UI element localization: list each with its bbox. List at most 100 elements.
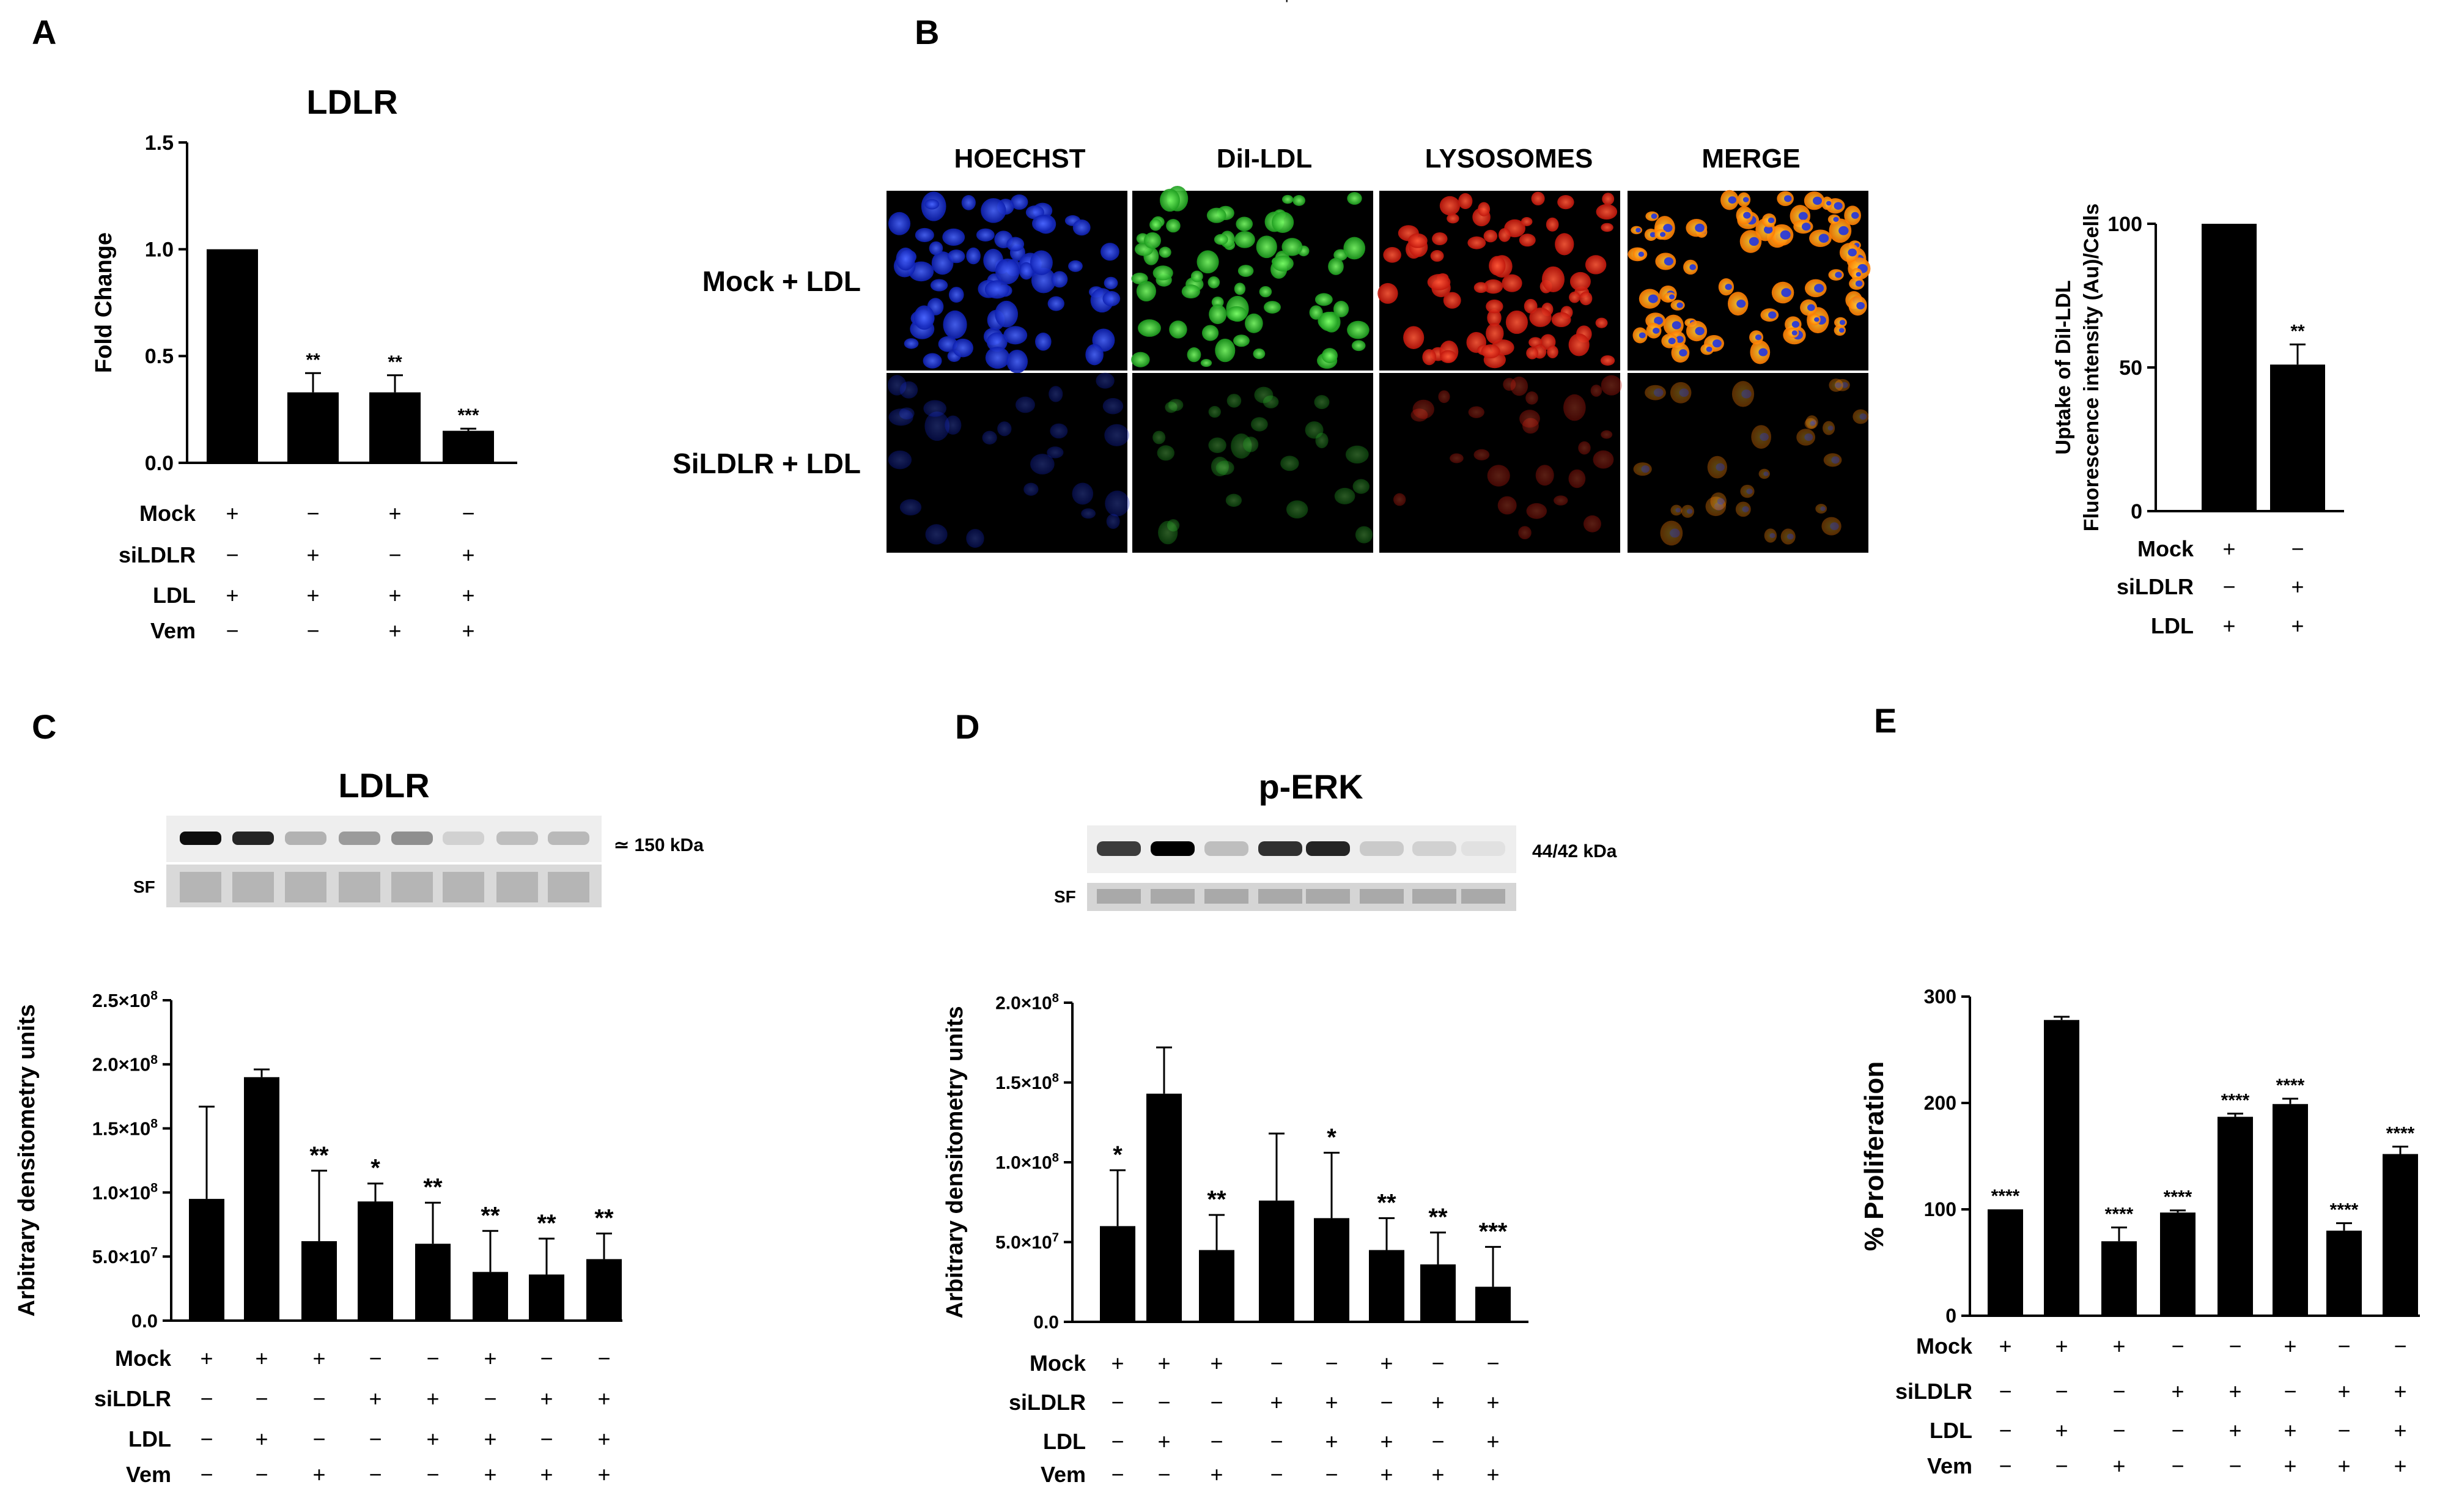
chart-d-significance: **	[1207, 1186, 1226, 1213]
micro-cell	[1443, 292, 1461, 309]
blot-perk-band	[1258, 841, 1302, 856]
chart-e-ylabel: % Proliferation	[1859, 1061, 1889, 1252]
micro-cell	[1160, 188, 1180, 212]
chart-c-bar	[244, 1077, 279, 1321]
micro-cell	[1233, 334, 1250, 347]
micro-cell	[1166, 219, 1181, 233]
chart-d-significance: **	[1428, 1204, 1448, 1231]
blot-perk-band	[1204, 841, 1248, 856]
micro-nucleus	[1764, 226, 1773, 234]
micro-nucleus	[1743, 212, 1751, 219]
chart-d-condition-sign: +	[1380, 1429, 1393, 1454]
chart-b-condition-sign: −	[2291, 536, 2304, 561]
micro-nucleus	[1791, 330, 1797, 336]
panel-label-a: A	[32, 13, 56, 51]
micro-nucleus	[1856, 301, 1865, 309]
micro-cell	[904, 338, 919, 349]
micro-cell	[1780, 528, 1796, 545]
chart-d-significance: *	[1113, 1141, 1123, 1168]
micro-cell	[981, 198, 1006, 223]
micro-cell	[1049, 386, 1063, 402]
micro-nucleus	[1638, 251, 1645, 257]
micro-cell	[1578, 441, 1591, 455]
micro-cell	[1006, 349, 1028, 374]
micro-cell	[1196, 250, 1219, 274]
chart-b-condition-label: Mock	[2137, 536, 2194, 561]
micro-nucleus	[1818, 234, 1829, 243]
micro-cell	[1136, 281, 1156, 302]
micro-cell	[1157, 445, 1174, 461]
micro-cell	[1633, 462, 1652, 476]
micro-nucleus	[1676, 302, 1683, 308]
micro-nucleus	[1686, 509, 1693, 514]
chart-c-ylabel: Arbitrary densitometry units	[14, 1005, 40, 1317]
chart-e-bar	[2218, 1116, 2253, 1316]
chart-e-condition-sign: +	[2112, 1333, 2125, 1359]
micro-cell	[1023, 482, 1039, 496]
blot-ldlr-loading-band	[339, 872, 380, 902]
micro-nucleus	[1668, 294, 1675, 300]
chart-d-perk-densitometry: p-ERK 0.0 5.0×107 1.0×108 1.5×108 2.0×108 Arbi…	[942, 0, 1528, 1487]
micro-cell	[1068, 260, 1083, 272]
micro-cell	[1030, 250, 1053, 275]
chart-a-condition-label: Mock	[139, 501, 196, 526]
chart-d-condition-sign: +	[1486, 1462, 1499, 1487]
micro-cell	[1595, 317, 1608, 328]
micro-nucleus	[1717, 498, 1725, 505]
chart-c-condition-label: siLDLR	[94, 1386, 171, 1411]
chart-d-significance: *	[1327, 1124, 1336, 1151]
microscopy-grid: HOECHST DiI-LDL LYSOSOMES MERGE Mock + L…	[673, 144, 1871, 553]
chart-e-condition-sign: +	[2284, 1418, 2296, 1443]
micro-cell	[1159, 246, 1171, 258]
chart-c-ytick-label: 1.5×108	[92, 1117, 158, 1140]
chart-d-condition-sign: −	[1325, 1462, 1338, 1487]
chart-e-condition-sign: +	[2394, 1453, 2406, 1478]
blot-perk-band	[1097, 841, 1141, 856]
chart-e-condition-sign: −	[2394, 1333, 2406, 1359]
chart-c-title: LDLR	[384, 0, 410, 2]
chart-a-bar	[369, 392, 421, 463]
micro-nucleus	[1851, 212, 1859, 219]
chart-d-condition-label: Vem	[1041, 1462, 1086, 1487]
chart-c-condition-sign: +	[540, 1462, 553, 1487]
panel-label-d: D	[955, 707, 979, 746]
chart-a-condition-sign: +	[226, 583, 238, 608]
micro-cell	[1152, 265, 1173, 281]
micro-cell	[1563, 394, 1586, 421]
chart-e-condition-sign: −	[1999, 1453, 2011, 1478]
chart-c-condition-sign: +	[312, 1462, 325, 1487]
chart-e-condition-sign: +	[2229, 1379, 2241, 1404]
micro-cell	[1521, 217, 1533, 226]
blot-ldlr-band	[391, 832, 433, 845]
micro-cell	[1333, 249, 1348, 261]
micro-cell	[1237, 265, 1254, 277]
micro-nucleus	[1675, 507, 1681, 513]
micro-nucleus	[1742, 506, 1749, 512]
chart-d-ytick-label: 1.5×108	[995, 1072, 1059, 1093]
micro-cell	[1100, 243, 1119, 261]
chart-d-condition-sign: −	[1486, 1351, 1499, 1376]
blot-perk-band	[1461, 841, 1505, 856]
micro-cell	[923, 400, 946, 417]
micro-row-mock: Mock + LDL	[702, 265, 861, 297]
chart-a-bar	[207, 249, 258, 463]
micro-cell	[1106, 514, 1120, 529]
micro-cell	[1314, 395, 1330, 410]
chart-b-condition-sign: +	[2222, 536, 2235, 561]
micro-nucleus	[1834, 202, 1843, 210]
chart-d-condition-sign: −	[1157, 1462, 1170, 1487]
micro-nucleus	[1768, 311, 1777, 319]
micro-cell	[1601, 375, 1622, 396]
micro-cell	[1334, 487, 1355, 504]
chart-d-bar	[1199, 1250, 1234, 1322]
micro-cell	[1305, 421, 1324, 439]
micro-nucleus	[1654, 316, 1663, 325]
blot-ldlr-loading-band	[180, 872, 221, 902]
micro-cell	[1144, 232, 1161, 249]
micro-cell	[1010, 194, 1028, 210]
chart-e-condition-sign: +	[2171, 1379, 2184, 1404]
micro-cell	[1234, 230, 1255, 248]
chart-b-dil-ldl-uptake: 0 50 100 Uptake of DiI-LDL Fluorescence inte…	[2052, 204, 2344, 638]
